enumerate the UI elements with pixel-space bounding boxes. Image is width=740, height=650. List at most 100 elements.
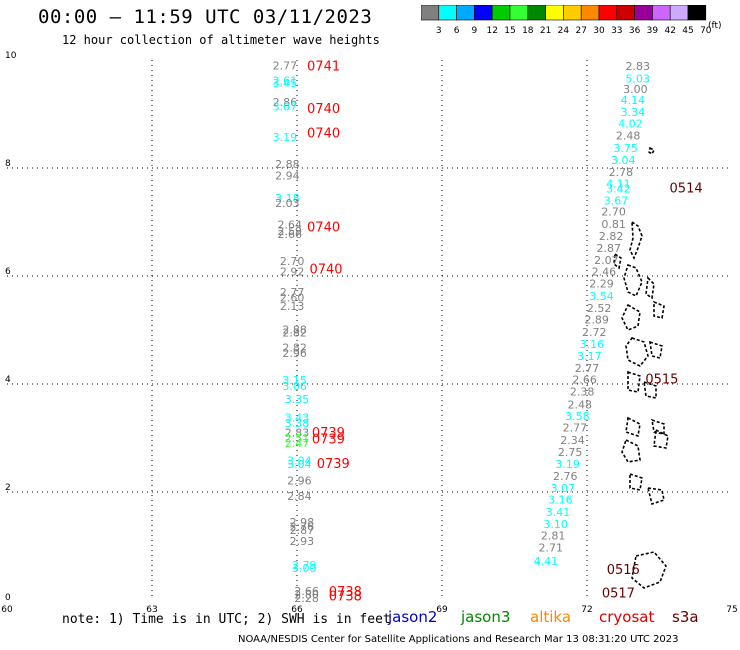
swh-value-label: 2.87 — [290, 524, 315, 537]
swh-value-label: 4.14 — [621, 94, 646, 107]
island-outline — [631, 551, 667, 589]
swh-value-label: 2.80 — [294, 589, 319, 602]
swh-value-label: 2.77 — [563, 422, 588, 435]
pass-time-label: 0515 — [645, 373, 678, 388]
swh-value-label: 2.87 — [597, 242, 622, 255]
swh-value-label: 2.48 — [568, 399, 593, 412]
swh-value-label: 2.78 — [609, 166, 634, 179]
island-outline — [629, 220, 643, 260]
color-scale-label: 70 — [700, 26, 711, 36]
island-outline — [645, 276, 655, 300]
note-text: note: 1) Time is in UTC; 2) SWH is in fe… — [62, 612, 391, 627]
swh-value-label: 2.83 — [285, 427, 310, 440]
swh-value-label: 4.02 — [618, 118, 643, 131]
island-outline — [653, 300, 665, 319]
swh-value-label: 2.88 — [282, 323, 307, 336]
pass-time-label: 0740 — [307, 220, 340, 235]
swh-value-label: 2.77 — [575, 362, 600, 375]
y-tick-label: 10 — [5, 51, 17, 61]
swh-value-label: 2.52 — [587, 302, 612, 315]
swh-value-label: 4.41 — [534, 555, 559, 568]
swh-value-label: 2.64 — [278, 219, 303, 232]
color-scale-unit: (ft) — [708, 21, 722, 31]
swh-value-label: 3.19 — [555, 458, 580, 471]
y-tick-label: 8 — [5, 159, 11, 169]
chart-subtitle: 12 hour collection of altimeter wave hei… — [62, 33, 380, 47]
swh-value-label: 2.66 — [572, 374, 597, 387]
pass-time-label: 0517 — [602, 586, 635, 601]
swh-value-label: 2.47 — [285, 437, 310, 450]
color-scale-label: 6 — [454, 26, 460, 36]
swh-value-label: 2.98 — [290, 516, 315, 529]
swh-value-label: 2.38 — [570, 386, 595, 399]
y-tick-label: 0 — [5, 593, 11, 603]
swh-value-label: 2.29 — [589, 278, 614, 291]
color-scale-label: 36 — [629, 26, 641, 36]
swh-value-label: 3.10 — [543, 518, 568, 531]
color-scale-label: 3 — [436, 26, 442, 36]
island-outline — [625, 416, 641, 438]
color-scale-label: 12 — [486, 26, 497, 36]
swh-value-label: 2.89 — [584, 314, 609, 327]
swh-value-label: 3.15 — [282, 374, 307, 387]
pass-time-label: 0740 — [307, 126, 340, 141]
swh-value-label: 2.77 — [273, 59, 298, 72]
legend-jason3: jason3 — [461, 608, 511, 626]
x-tick-label: 69 — [436, 605, 448, 615]
color-scale-label: 15 — [504, 26, 515, 36]
y-tick-label: 6 — [5, 267, 11, 277]
color-scale-label: 24 — [558, 26, 570, 36]
swh-value-label: 3.07 — [273, 100, 298, 113]
x-tick-label: 63 — [146, 605, 157, 615]
swh-value-label: 2.60 — [280, 292, 305, 305]
swh-value-label: 2.07 — [594, 254, 619, 267]
island-outline — [653, 428, 669, 449]
pass-time-label: 0741 — [307, 59, 340, 74]
swh-value-label: 2.96 — [282, 347, 307, 360]
swh-value-label: 3.34 — [621, 106, 646, 119]
pass-time-label: 0738 — [329, 590, 362, 605]
legend-altika: altika — [530, 608, 572, 626]
pass-time-label: 0740 — [307, 102, 340, 117]
swh-value-label: 2.61 — [273, 75, 298, 88]
swh-value-label: 2.70 — [601, 206, 626, 219]
chart-title: 00:00 — 11:59 UTC 03/11/2023 — [38, 6, 373, 28]
swh-value-label: 3.04 — [611, 154, 636, 167]
swh-value-label: 3.67 — [604, 194, 629, 207]
swh-value-label: 2.83 — [626, 60, 651, 73]
swh-value-label: 3.06 — [282, 380, 307, 393]
swh-value-label: 3.43 — [285, 411, 310, 424]
swh-value-label: 2.84 — [287, 490, 312, 503]
swh-value-label: 2.82 — [282, 327, 307, 340]
x-tick-label: 66 — [291, 605, 303, 615]
y-tick-label: 4 — [5, 375, 11, 385]
island-outline — [623, 263, 643, 298]
swh-value-label: 2.72 — [582, 326, 607, 339]
y-tick-label: 2 — [5, 483, 11, 493]
color-scale-label: 9 — [472, 26, 478, 36]
swh-value-label: 3.04 — [287, 455, 312, 468]
swh-value-label: 2.81 — [541, 530, 566, 543]
color-scale-label: 30 — [593, 26, 605, 36]
swh-value-label: 2.70 — [280, 255, 305, 268]
island-outline — [646, 487, 665, 506]
swh-value-label: 2.28 — [294, 592, 319, 605]
legend-s3a: s3a — [672, 608, 699, 626]
x-tick-label: 72 — [581, 605, 592, 615]
x-tick-label: 75 — [726, 605, 737, 615]
swh-value-label: 3.58 — [565, 410, 590, 423]
swh-value-label: 2.96 — [287, 475, 312, 488]
swh-value-label: 2.75 — [558, 446, 583, 459]
swh-value-label: 2.76 — [290, 521, 315, 534]
swh-value-label: 3.00 — [292, 562, 317, 575]
swh-value-label: 2.82 — [599, 230, 624, 243]
legend-jason2: jason2 — [388, 608, 438, 626]
color-scale-label: 39 — [647, 26, 659, 36]
swh-value-label: 2.34 — [560, 434, 585, 447]
swh-value-label: 3.42 — [606, 183, 631, 196]
swh-value-label: 2.88 — [275, 158, 300, 171]
swh-value-label: 2.46 — [592, 266, 617, 279]
color-scale-label: 45 — [682, 26, 693, 36]
color-scale-label: 27 — [575, 26, 586, 36]
